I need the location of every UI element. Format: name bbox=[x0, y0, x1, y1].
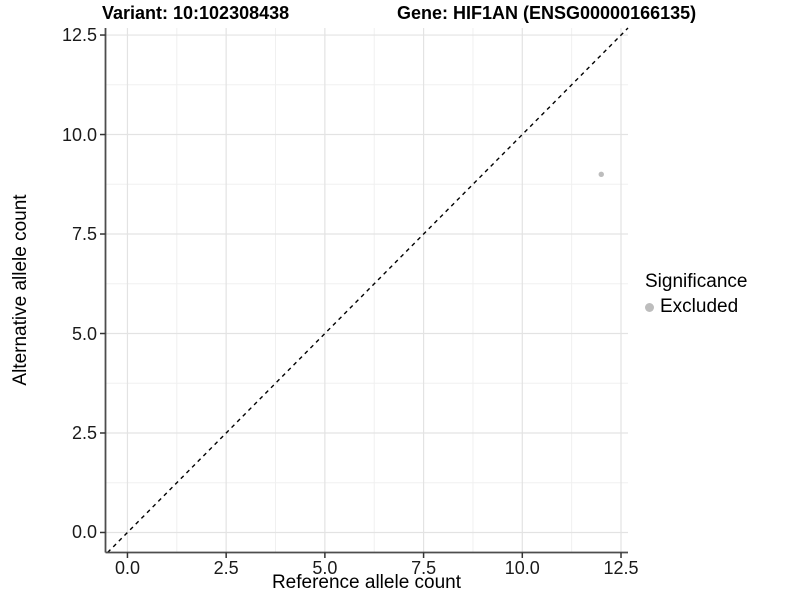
y-tick-label: 12.5 bbox=[61, 25, 97, 46]
gene-title: Gene: HIF1AN (ENSG00000166135) bbox=[397, 3, 697, 23]
x-tick-label: 5.0 bbox=[312, 558, 338, 578]
y-tick-label: 2.5 bbox=[71, 422, 97, 443]
y-tick-label: 10.0 bbox=[61, 124, 97, 145]
y-tick-label: 0.0 bbox=[71, 522, 97, 543]
data-point bbox=[598, 171, 604, 178]
legend-title: Significance bbox=[645, 271, 748, 292]
legend: Significance Excluded bbox=[645, 271, 747, 318]
legend-label: Excluded bbox=[660, 296, 739, 317]
y-axis-title: Alternative allele count bbox=[10, 194, 31, 386]
identity-dashed-line bbox=[107, 27, 629, 553]
legend-items: Excluded bbox=[645, 296, 747, 318]
x-tick-label: 10.0 bbox=[504, 558, 540, 578]
y-tick-label: 5.0 bbox=[71, 323, 97, 344]
x-tick-label: 7.5 bbox=[411, 558, 437, 578]
x-tick-label: 0.0 bbox=[114, 558, 140, 578]
y-tick-label: 7.5 bbox=[71, 224, 97, 245]
legend-point-icon bbox=[645, 302, 654, 312]
legend-item: Excluded bbox=[645, 296, 747, 318]
x-axis-title: Reference allele count bbox=[271, 572, 462, 593]
x-tick-label: 12.5 bbox=[603, 558, 639, 578]
x-tick-label: 2.5 bbox=[213, 558, 239, 578]
variant-title: Variant: 10:102308438 bbox=[102, 3, 290, 23]
